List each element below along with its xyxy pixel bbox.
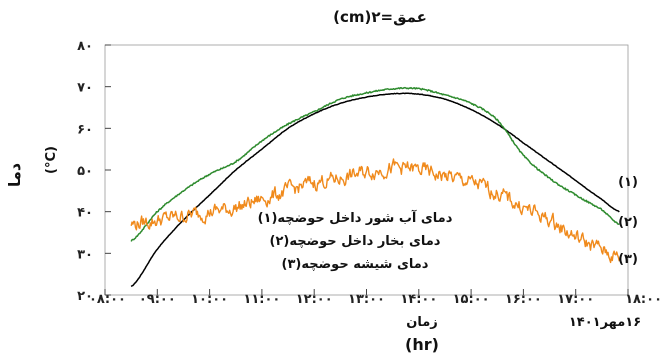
chart-title: عمق=۲(cm): [333, 8, 427, 26]
y-tick-label: ۶۰: [77, 122, 93, 137]
series-line: [130, 86, 620, 242]
x-tick-label: ۱۵:۰۰: [453, 292, 490, 307]
y-tick-label: ۵۰: [77, 164, 93, 179]
x-tick-label: ۱۰:۰۰: [191, 292, 228, 307]
x-axis-unit: (hr): [405, 335, 439, 354]
series-labels: (۱) (۲) (۳): [618, 175, 638, 267]
x-axis-title: زمان: [406, 315, 438, 330]
x-tick-label: ۱۱:۰۰: [243, 292, 280, 307]
y-tick-label: ۷۰: [77, 81, 93, 96]
y-axis-unit: (°C): [44, 146, 59, 174]
legend-entry: دمای شیشه حوضچه(۳): [282, 257, 429, 272]
x-tick-label: ۰۸:۰۰: [89, 292, 126, 307]
y-axis: ۲۰ ۳۰ ۴۰ ۵۰ ۶۰ ۷۰ ۸۰: [77, 39, 111, 304]
date-label: ۱۶مهر۱۴۰۱: [569, 315, 641, 330]
y-tick-label: ۴۰: [77, 206, 93, 221]
x-tick-label: ۰۹:۰۰: [139, 292, 176, 307]
x-tick-label: ۱۷:۰۰: [557, 292, 594, 307]
x-tick-label: ۱۲:۰۰: [296, 292, 333, 307]
series-end-label: (۳): [618, 252, 638, 267]
series-end-label: (۲): [618, 215, 638, 230]
x-tick-label: ۱۶:۰۰: [505, 292, 542, 307]
x-tick-label: ۱۳:۰۰: [348, 292, 385, 307]
series-line: [130, 92, 620, 288]
series-line: [130, 158, 620, 264]
series-lines: [130, 86, 620, 288]
series-end-label: (۱): [618, 175, 638, 190]
legend-entry: دمای آب شور داخل حوضچه(۱): [258, 209, 453, 226]
y-axis-title: دما: [5, 163, 24, 187]
x-axis: ۰۸:۰۰ ۰۹:۰۰ ۱۰:۰۰ ۱۱:۰۰ ۱۲:۰۰ ۱۳:۰۰ ۱۴:۰۰ ۱۵:۰۰…: [89, 289, 662, 307]
y-tick-label: ۳۰: [77, 247, 93, 262]
x-tick-label: ۱۸:۰۰: [625, 292, 662, 307]
legend-entry: دمای بخار داخل حوضچه(۲): [270, 234, 441, 249]
x-tick-label: ۱۴:۰۰: [400, 292, 437, 307]
y-tick-label: ۸۰: [77, 39, 93, 54]
y-tick-label: ۲۰: [77, 289, 93, 304]
legend: دمای آب شور داخل حوضچه(۱) دمای بخار داخل …: [258, 209, 453, 272]
